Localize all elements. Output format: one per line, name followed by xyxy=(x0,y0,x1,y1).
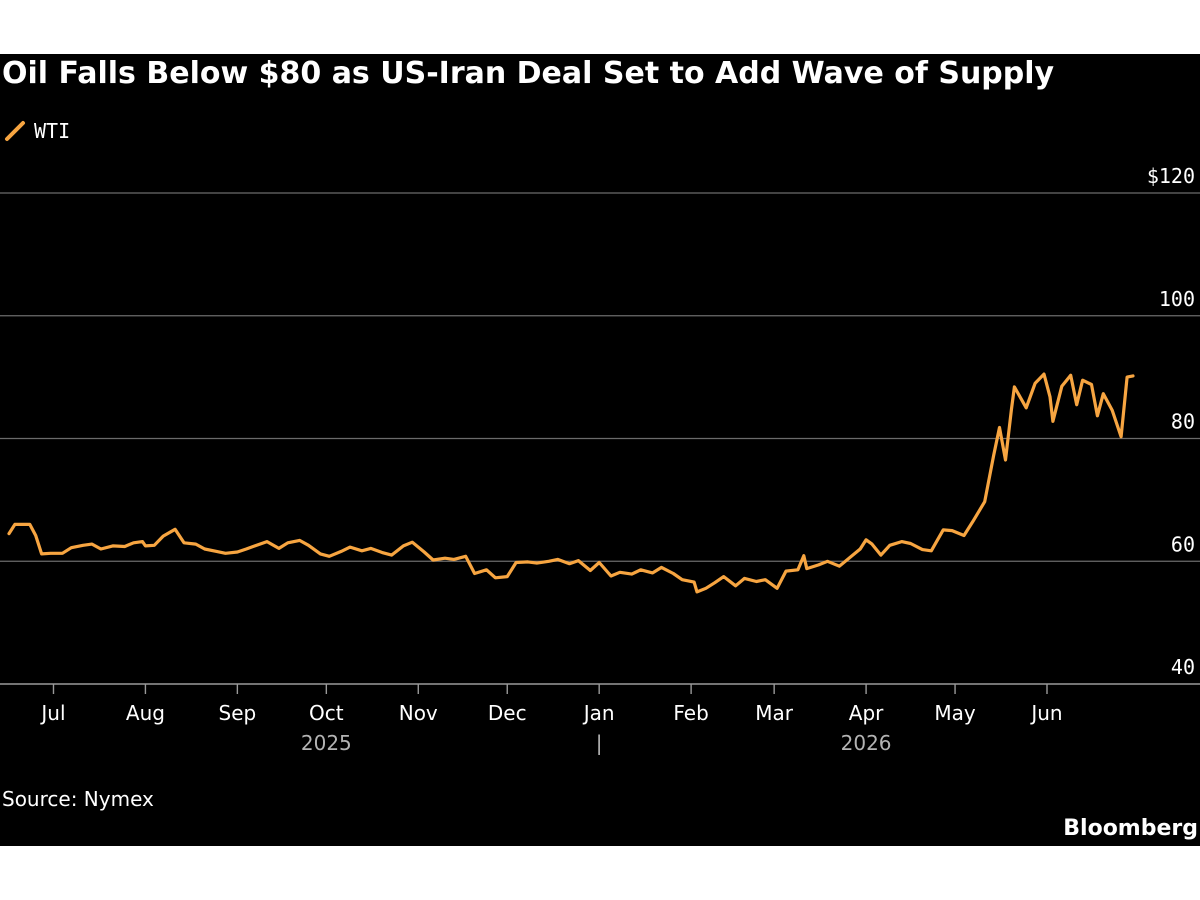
y-tick-label-100: 100 xyxy=(1159,287,1195,311)
y-tick-label-80: 80 xyxy=(1171,410,1195,434)
y-tick-label-120: $120 xyxy=(1147,164,1195,188)
series-line-wti xyxy=(7,372,1135,594)
x-tick-label-mar: Mar xyxy=(755,701,794,725)
legend: WTI xyxy=(4,116,70,146)
x-axis-labels: Jul Aug Sep Oct Nov Dec Jan Feb Mar Apr May Jun xyxy=(39,701,1062,725)
x-tick-label-oct: Oct xyxy=(309,701,344,725)
year-label-1: | xyxy=(596,731,603,755)
x-tick-label-jul: Jul xyxy=(39,701,65,725)
gridlines xyxy=(0,192,1200,685)
y-tick-label-40: 40 xyxy=(1171,655,1195,679)
year-labels: 2025 | 2026 xyxy=(301,731,892,755)
x-tick-label-aug: Aug xyxy=(126,701,165,725)
series-group xyxy=(7,372,1135,594)
legend-line-icon xyxy=(5,121,25,141)
x-tick-label-feb: Feb xyxy=(673,701,708,725)
year-label-0: 2025 xyxy=(301,731,352,755)
legend-label-wti: WTI xyxy=(34,119,71,143)
year-label-2: 2026 xyxy=(841,731,892,755)
chart-panel: Oil Falls Below $80 as US-Iran Deal Set … xyxy=(0,54,1200,846)
x-tick-label-jan: Jan xyxy=(582,701,615,725)
y-axis-labels: $120 100 80 60 40 xyxy=(1147,164,1195,679)
bloomberg-logo: Bloomberg xyxy=(1063,816,1198,841)
x-tick-label-dec: Dec xyxy=(488,701,527,725)
x-tick-label-jun: Jun xyxy=(1029,701,1062,725)
y-tick-label-60: 60 xyxy=(1171,532,1195,556)
chart-title: Oil Falls Below $80 as US-Iran Deal Set … xyxy=(2,56,1055,91)
source-note: Source: Nymex xyxy=(2,787,154,811)
x-axis-ticks xyxy=(52,684,1048,694)
x-tick-label-may: May xyxy=(934,701,976,725)
line-chart: $120 100 80 60 40 Jul Aug Sep Oct Nov Dec Jan Feb Ma… xyxy=(0,164,1200,755)
x-tick-label-nov: Nov xyxy=(399,701,438,725)
x-tick-label-apr: Apr xyxy=(849,701,884,725)
x-tick-label-sep: Sep xyxy=(219,701,257,725)
